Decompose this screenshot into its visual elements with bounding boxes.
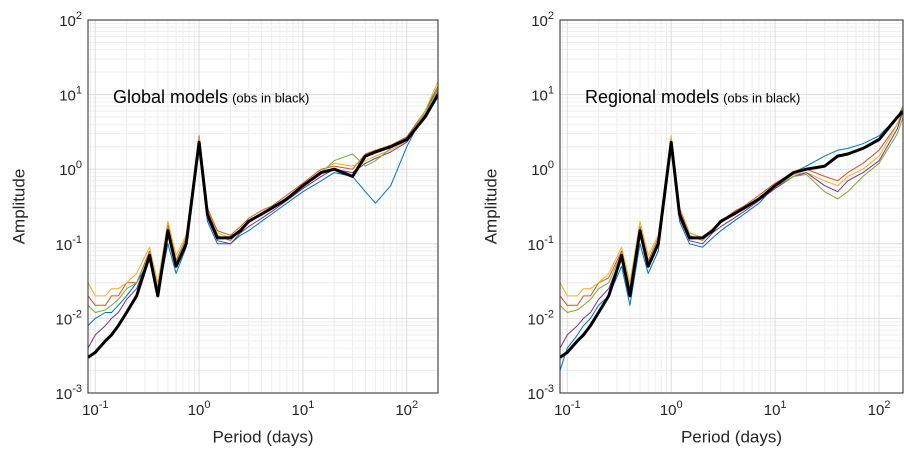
tick-label: 10-1 bbox=[554, 399, 580, 419]
tick-label: 10-2 bbox=[56, 308, 82, 328]
series-line bbox=[560, 105, 903, 371]
tick-label: 10-1 bbox=[528, 234, 554, 254]
tick-label: 100 bbox=[531, 159, 554, 179]
tick-label: 10-2 bbox=[528, 308, 554, 328]
axes-frame bbox=[87, 19, 439, 394]
y-axis-label: Amplitude bbox=[481, 169, 500, 245]
axes-frame bbox=[559, 19, 904, 394]
y-axis-label: Amplitude bbox=[9, 169, 28, 245]
tick-label: 100 bbox=[188, 399, 211, 419]
annotation-note: (obs in black) bbox=[723, 90, 800, 105]
tick-label: 100 bbox=[660, 399, 683, 419]
tick-label: 101 bbox=[531, 85, 554, 105]
tick-label: 102 bbox=[395, 399, 418, 419]
annotation-note: (obs in black) bbox=[232, 90, 309, 105]
tick-label: 10-3 bbox=[528, 383, 554, 403]
series-line bbox=[88, 91, 438, 349]
series-line bbox=[88, 85, 438, 306]
tick-label: 101 bbox=[292, 399, 315, 419]
annotation: Regional models bbox=[585, 87, 719, 107]
tick-label: 102 bbox=[531, 10, 554, 30]
tick-label: 100 bbox=[59, 159, 82, 179]
tick-label: 101 bbox=[764, 399, 787, 419]
tick-label: 102 bbox=[59, 10, 82, 30]
tick-label: 102 bbox=[868, 399, 891, 419]
series-line bbox=[560, 116, 903, 313]
tick-label: 10-1 bbox=[56, 234, 82, 254]
x-axis-label: Period (days) bbox=[212, 427, 313, 446]
tick-label: 10-3 bbox=[56, 383, 82, 403]
series-line bbox=[88, 93, 438, 359]
tick-label: 101 bbox=[59, 85, 82, 105]
x-axis-label: Period (days) bbox=[681, 427, 782, 446]
series-line bbox=[560, 110, 903, 359]
series-line bbox=[560, 106, 903, 297]
series-line bbox=[88, 88, 438, 313]
annotation: Global models bbox=[113, 87, 228, 107]
tick-label: 10-1 bbox=[82, 399, 108, 419]
series-line bbox=[88, 81, 438, 297]
series-line bbox=[560, 110, 903, 349]
